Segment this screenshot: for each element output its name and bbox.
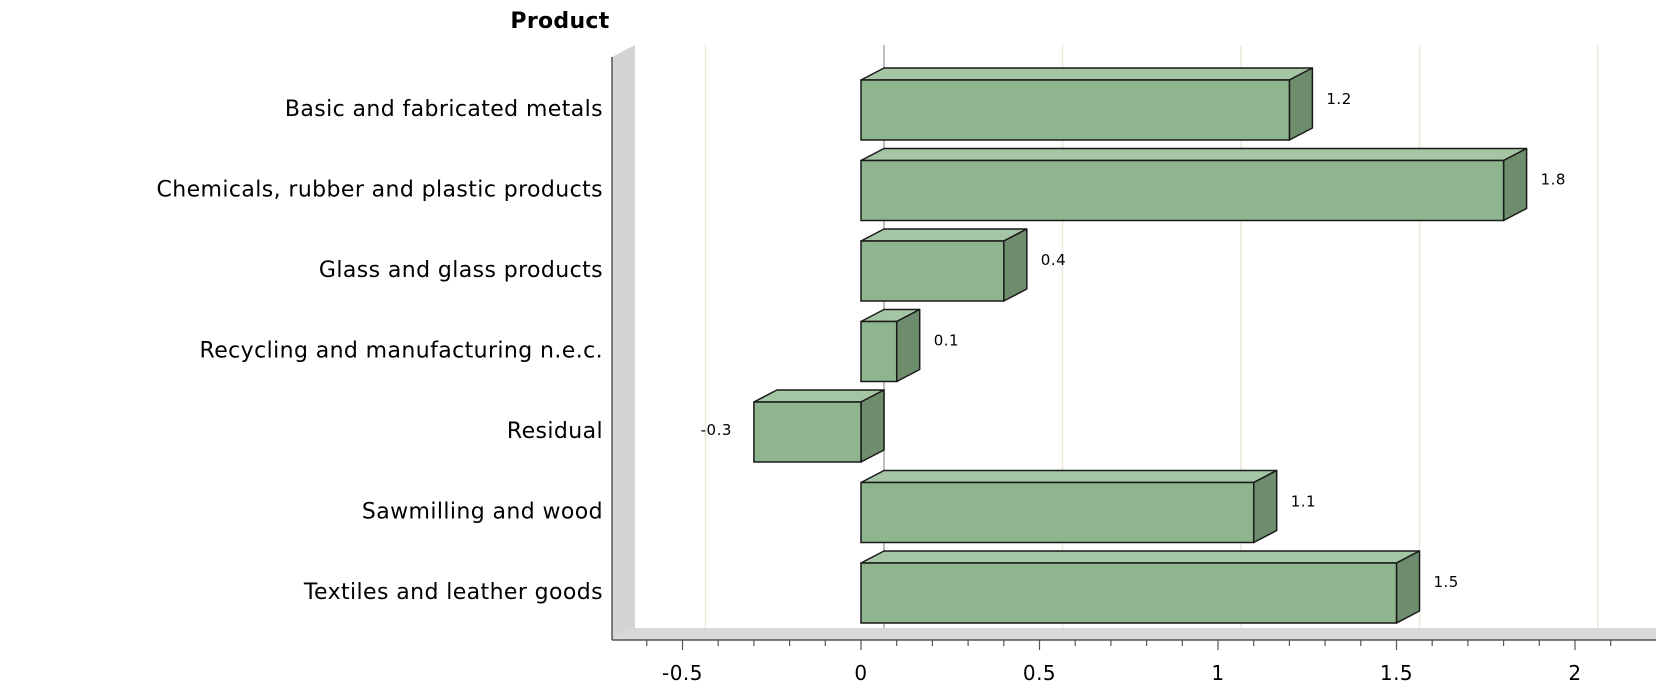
x-tick-label: 1	[1211, 661, 1224, 685]
data-label: 1.5	[1434, 573, 1459, 591]
category-label: Textiles and leather goods	[303, 580, 603, 605]
x-tick-label: 0.5	[1023, 661, 1056, 685]
bar	[860, 228, 1028, 302]
bars	[753, 67, 1528, 624]
bar-side	[1502, 147, 1528, 222]
bar-front	[860, 562, 1398, 624]
data-label: 1.2	[1326, 90, 1351, 108]
category-label: Glass and glass products	[319, 258, 603, 283]
bar	[753, 389, 885, 463]
category-label: Sawmilling and wood	[362, 500, 603, 525]
category-label: Chemicals, rubber and plastic products	[156, 178, 603, 203]
x-tick-label: 0	[854, 661, 867, 685]
category-label: Basic and fabricated metals	[285, 97, 603, 122]
axis-title: Product	[510, 9, 609, 34]
bar-front	[860, 159, 1505, 222]
floor	[612, 628, 1656, 640]
bar-front	[860, 481, 1255, 544]
x-tick-label: 1.5	[1380, 661, 1413, 685]
bar-front	[753, 401, 862, 463]
bar-front	[860, 320, 898, 383]
category-label: Recycling and manufacturing n.e.c.	[200, 339, 603, 364]
bar-top	[860, 67, 1314, 81]
bar	[860, 147, 1528, 222]
data-label: -0.3	[701, 421, 732, 439]
bar-side	[1252, 469, 1278, 544]
data-label: 0.1	[934, 332, 959, 350]
bar-top	[860, 550, 1421, 564]
data-label: 1.8	[1541, 171, 1566, 189]
chart-walls	[612, 45, 1656, 640]
data-label: 0.4	[1041, 251, 1066, 269]
bar-side	[895, 308, 921, 383]
labels: -0.5 0 0.5 1 1.5 2 Basic and fabricated metals…	[156, 90, 1581, 685]
x-tick-label: 2	[1568, 661, 1581, 685]
bar-side	[860, 389, 885, 463]
category-label: Residual	[507, 419, 603, 444]
bar-top	[860, 469, 1278, 484]
bar	[860, 67, 1314, 141]
bar	[860, 550, 1421, 624]
data-label: 1.1	[1291, 493, 1316, 511]
bar-front	[860, 240, 1005, 302]
bar	[860, 469, 1278, 544]
side-wall	[612, 45, 635, 640]
bar	[860, 308, 921, 383]
bar-top	[860, 228, 1028, 242]
x-tick-label: -0.5	[662, 661, 703, 685]
axes	[611, 57, 1656, 650]
bar-side	[1003, 228, 1028, 302]
bar-front	[860, 79, 1291, 141]
bar-top	[860, 147, 1528, 162]
bar-side	[1395, 550, 1421, 624]
bar-side	[1288, 67, 1314, 141]
